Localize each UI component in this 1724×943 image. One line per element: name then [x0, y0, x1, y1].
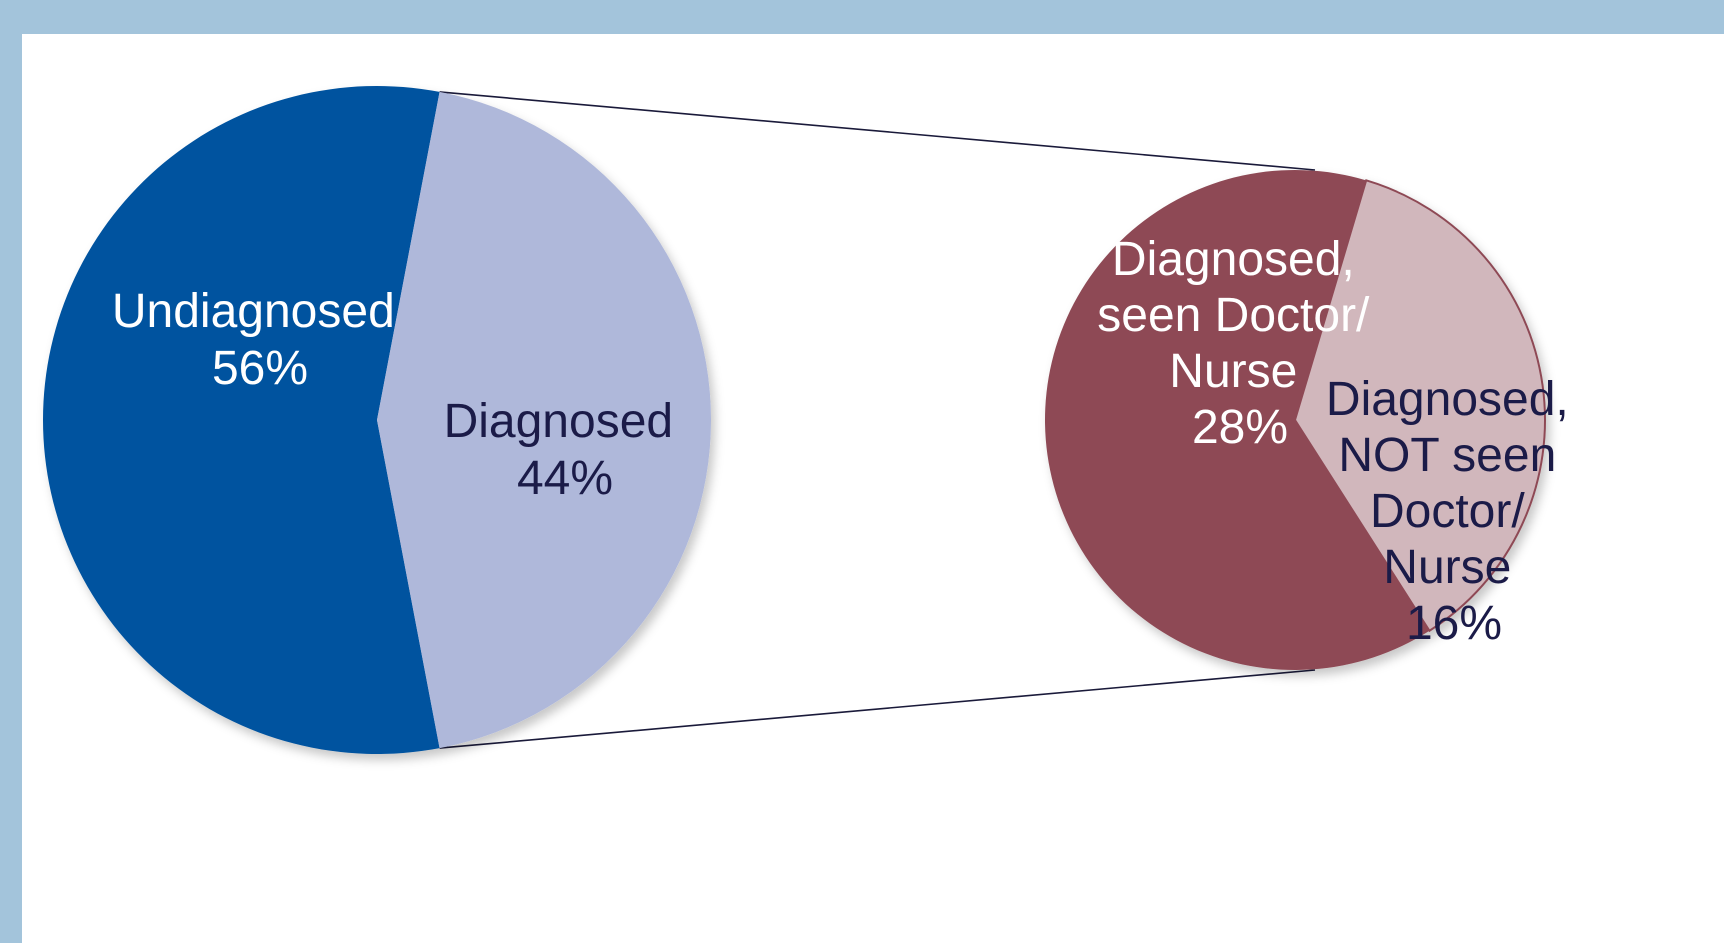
pie-slice-undiagnosed [43, 86, 440, 754]
connector-line-top [439, 91, 1316, 171]
pie-slice-diagnosed-seen [1045, 170, 1430, 671]
secondary-pie [1045, 170, 1546, 671]
label-diagnosed-name: Diagnosed [444, 395, 674, 448]
label-undiagnosed-value: 56% [212, 342, 308, 395]
label-notseen-line-2: NOT seen [1338, 429, 1556, 482]
label-diagnosed-not-seen: Diagnosed, NOT seen Doctor/ Nurse 16% [1326, 373, 1582, 650]
label-seen-line-1: Diagnosed, [1112, 233, 1355, 286]
label-diagnosed-value: 44% [517, 452, 613, 505]
label-diagnosed-seen: Diagnosed, seen Doctor/ Nurse 28% [1097, 233, 1382, 454]
label-seen-line-3: Nurse [1169, 345, 1297, 398]
main-pie [43, 86, 712, 754]
connector-line-bottom [439, 669, 1316, 749]
label-notseen-line-4: Nurse [1383, 541, 1511, 594]
label-undiagnosed: Undiagnosed 56% [112, 285, 408, 395]
pie-slice-diagnosed [377, 91, 712, 749]
slide-area: Undiagnosed 56% Diagnosed 44% Diagnosed,… [22, 34, 1724, 943]
label-undiagnosed-name: Undiagnosed [112, 285, 395, 338]
label-seen-value: 28% [1192, 401, 1288, 454]
connector-lines [439, 91, 1316, 749]
label-notseen-line-1: Diagnosed, [1326, 373, 1569, 426]
pie-of-pie-chart: Undiagnosed 56% Diagnosed 44% Diagnosed,… [43, 86, 1582, 754]
label-seen-line-2: seen Doctor/ [1097, 289, 1370, 342]
label-notseen-value: 16% [1406, 597, 1502, 650]
label-diagnosed: Diagnosed 44% [444, 395, 687, 505]
pie-slice-diagnosed-not-seen [1293, 179, 1546, 633]
label-notseen-line-3: Doctor/ [1370, 485, 1525, 538]
